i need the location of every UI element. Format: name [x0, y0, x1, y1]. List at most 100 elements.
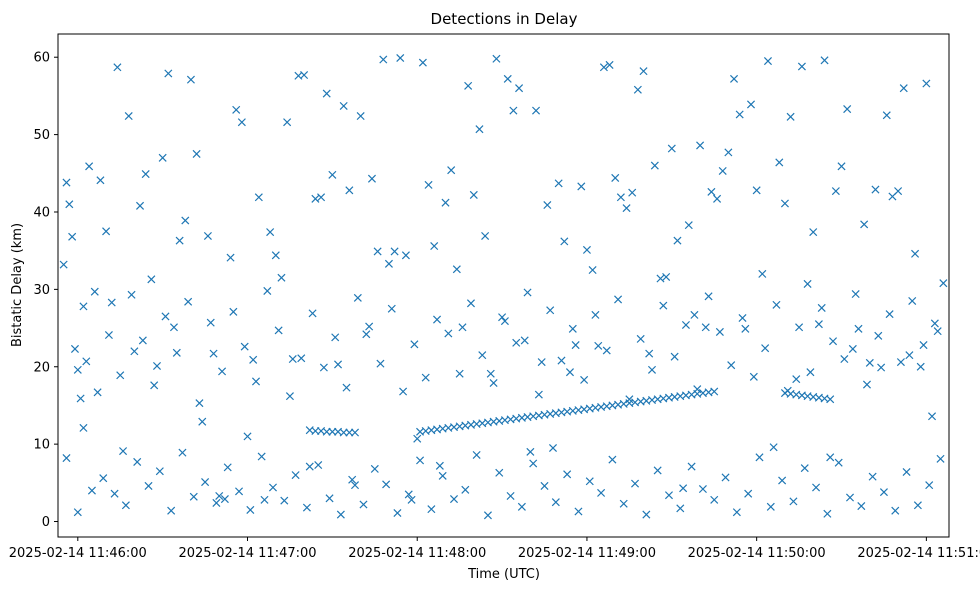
data-point	[390, 247, 399, 256]
data-point	[164, 69, 173, 78]
data-point	[588, 265, 597, 275]
data-point	[254, 193, 263, 202]
data-point	[418, 58, 427, 67]
data-point	[645, 349, 654, 358]
data-point	[449, 495, 459, 504]
data-point	[902, 467, 911, 477]
data-point	[481, 231, 490, 240]
data-point	[152, 361, 162, 371]
data-point	[738, 313, 747, 323]
data-point	[517, 502, 526, 511]
data-point	[916, 362, 925, 371]
data-point	[696, 141, 705, 150]
data-point	[721, 473, 730, 482]
data-point	[345, 428, 354, 437]
data-point	[416, 456, 425, 465]
data-point	[854, 324, 863, 333]
y-tick-label: 0	[42, 515, 50, 530]
data-point	[713, 194, 722, 203]
data-point	[568, 324, 577, 333]
data-point	[684, 221, 693, 230]
data-point	[458, 323, 467, 332]
x-tick-label: 2025-02-14 11:50:00	[688, 546, 826, 561]
data-point	[698, 484, 707, 494]
data-point	[271, 251, 280, 260]
x-axis: 2025-02-14 11:46:00 2025-02-14 11:47:00 20…	[9, 537, 980, 561]
data-point	[107, 298, 116, 307]
data-point	[136, 201, 145, 210]
data-point	[783, 386, 792, 395]
data-point	[223, 463, 232, 472]
y-tick-label: 50	[33, 128, 50, 143]
data-point	[362, 330, 371, 339]
data-point	[803, 279, 812, 288]
data-point	[325, 494, 334, 503]
data-point	[766, 502, 775, 511]
data-point	[673, 236, 682, 245]
data-point	[334, 360, 343, 369]
data-point	[928, 412, 937, 421]
data-point	[475, 125, 484, 134]
data-point	[908, 296, 917, 306]
data-point	[181, 216, 190, 225]
data-point	[565, 368, 574, 377]
data-point	[913, 501, 922, 510]
data-point	[625, 395, 634, 404]
data-point	[342, 383, 351, 392]
data-point	[322, 427, 331, 436]
y-tick-label: 40	[33, 205, 50, 220]
data-point	[203, 231, 212, 240]
data-point	[427, 505, 436, 514]
data-point	[382, 480, 391, 489]
data-point	[413, 434, 422, 443]
data-point	[96, 176, 105, 185]
data-point	[365, 322, 374, 331]
data-point	[155, 467, 164, 476]
data-point	[885, 310, 894, 319]
data-point	[780, 199, 789, 208]
data-point	[291, 471, 300, 480]
data-point	[469, 190, 478, 199]
data-point	[201, 478, 210, 487]
data-point	[548, 443, 558, 453]
data-point	[339, 428, 348, 437]
data-point	[328, 427, 337, 436]
data-point	[574, 507, 583, 516]
data-point	[659, 301, 668, 310]
data-point	[896, 358, 905, 367]
data-point	[532, 106, 541, 115]
data-point	[758, 269, 767, 278]
data-point	[311, 194, 320, 203]
data-point	[557, 356, 566, 365]
data-point	[772, 300, 781, 309]
data-point	[761, 344, 770, 353]
y-tick-label: 20	[33, 360, 50, 375]
data-point	[843, 105, 852, 114]
data-point	[367, 174, 376, 183]
data-point	[161, 312, 170, 321]
data-point	[795, 323, 804, 332]
data-point	[370, 464, 379, 473]
data-point	[189, 492, 198, 501]
data-point	[305, 462, 314, 471]
data-point	[500, 317, 509, 326]
data-point	[546, 306, 555, 315]
data-point	[778, 476, 787, 485]
data-point	[93, 388, 102, 397]
data-point	[430, 242, 439, 251]
data-point	[735, 110, 744, 119]
data-point	[704, 292, 713, 301]
x-tick-label: 2025-02-14 11:48:00	[348, 546, 486, 561]
data-point	[633, 85, 642, 94]
data-point	[302, 503, 311, 512]
data-point	[121, 501, 130, 510]
data-point	[232, 105, 241, 114]
data-point	[642, 510, 651, 519]
data-point	[619, 499, 628, 508]
data-point	[285, 392, 294, 401]
data-point	[308, 309, 317, 318]
data-point	[871, 185, 880, 194]
data-point	[939, 279, 948, 288]
data-point	[192, 149, 201, 158]
